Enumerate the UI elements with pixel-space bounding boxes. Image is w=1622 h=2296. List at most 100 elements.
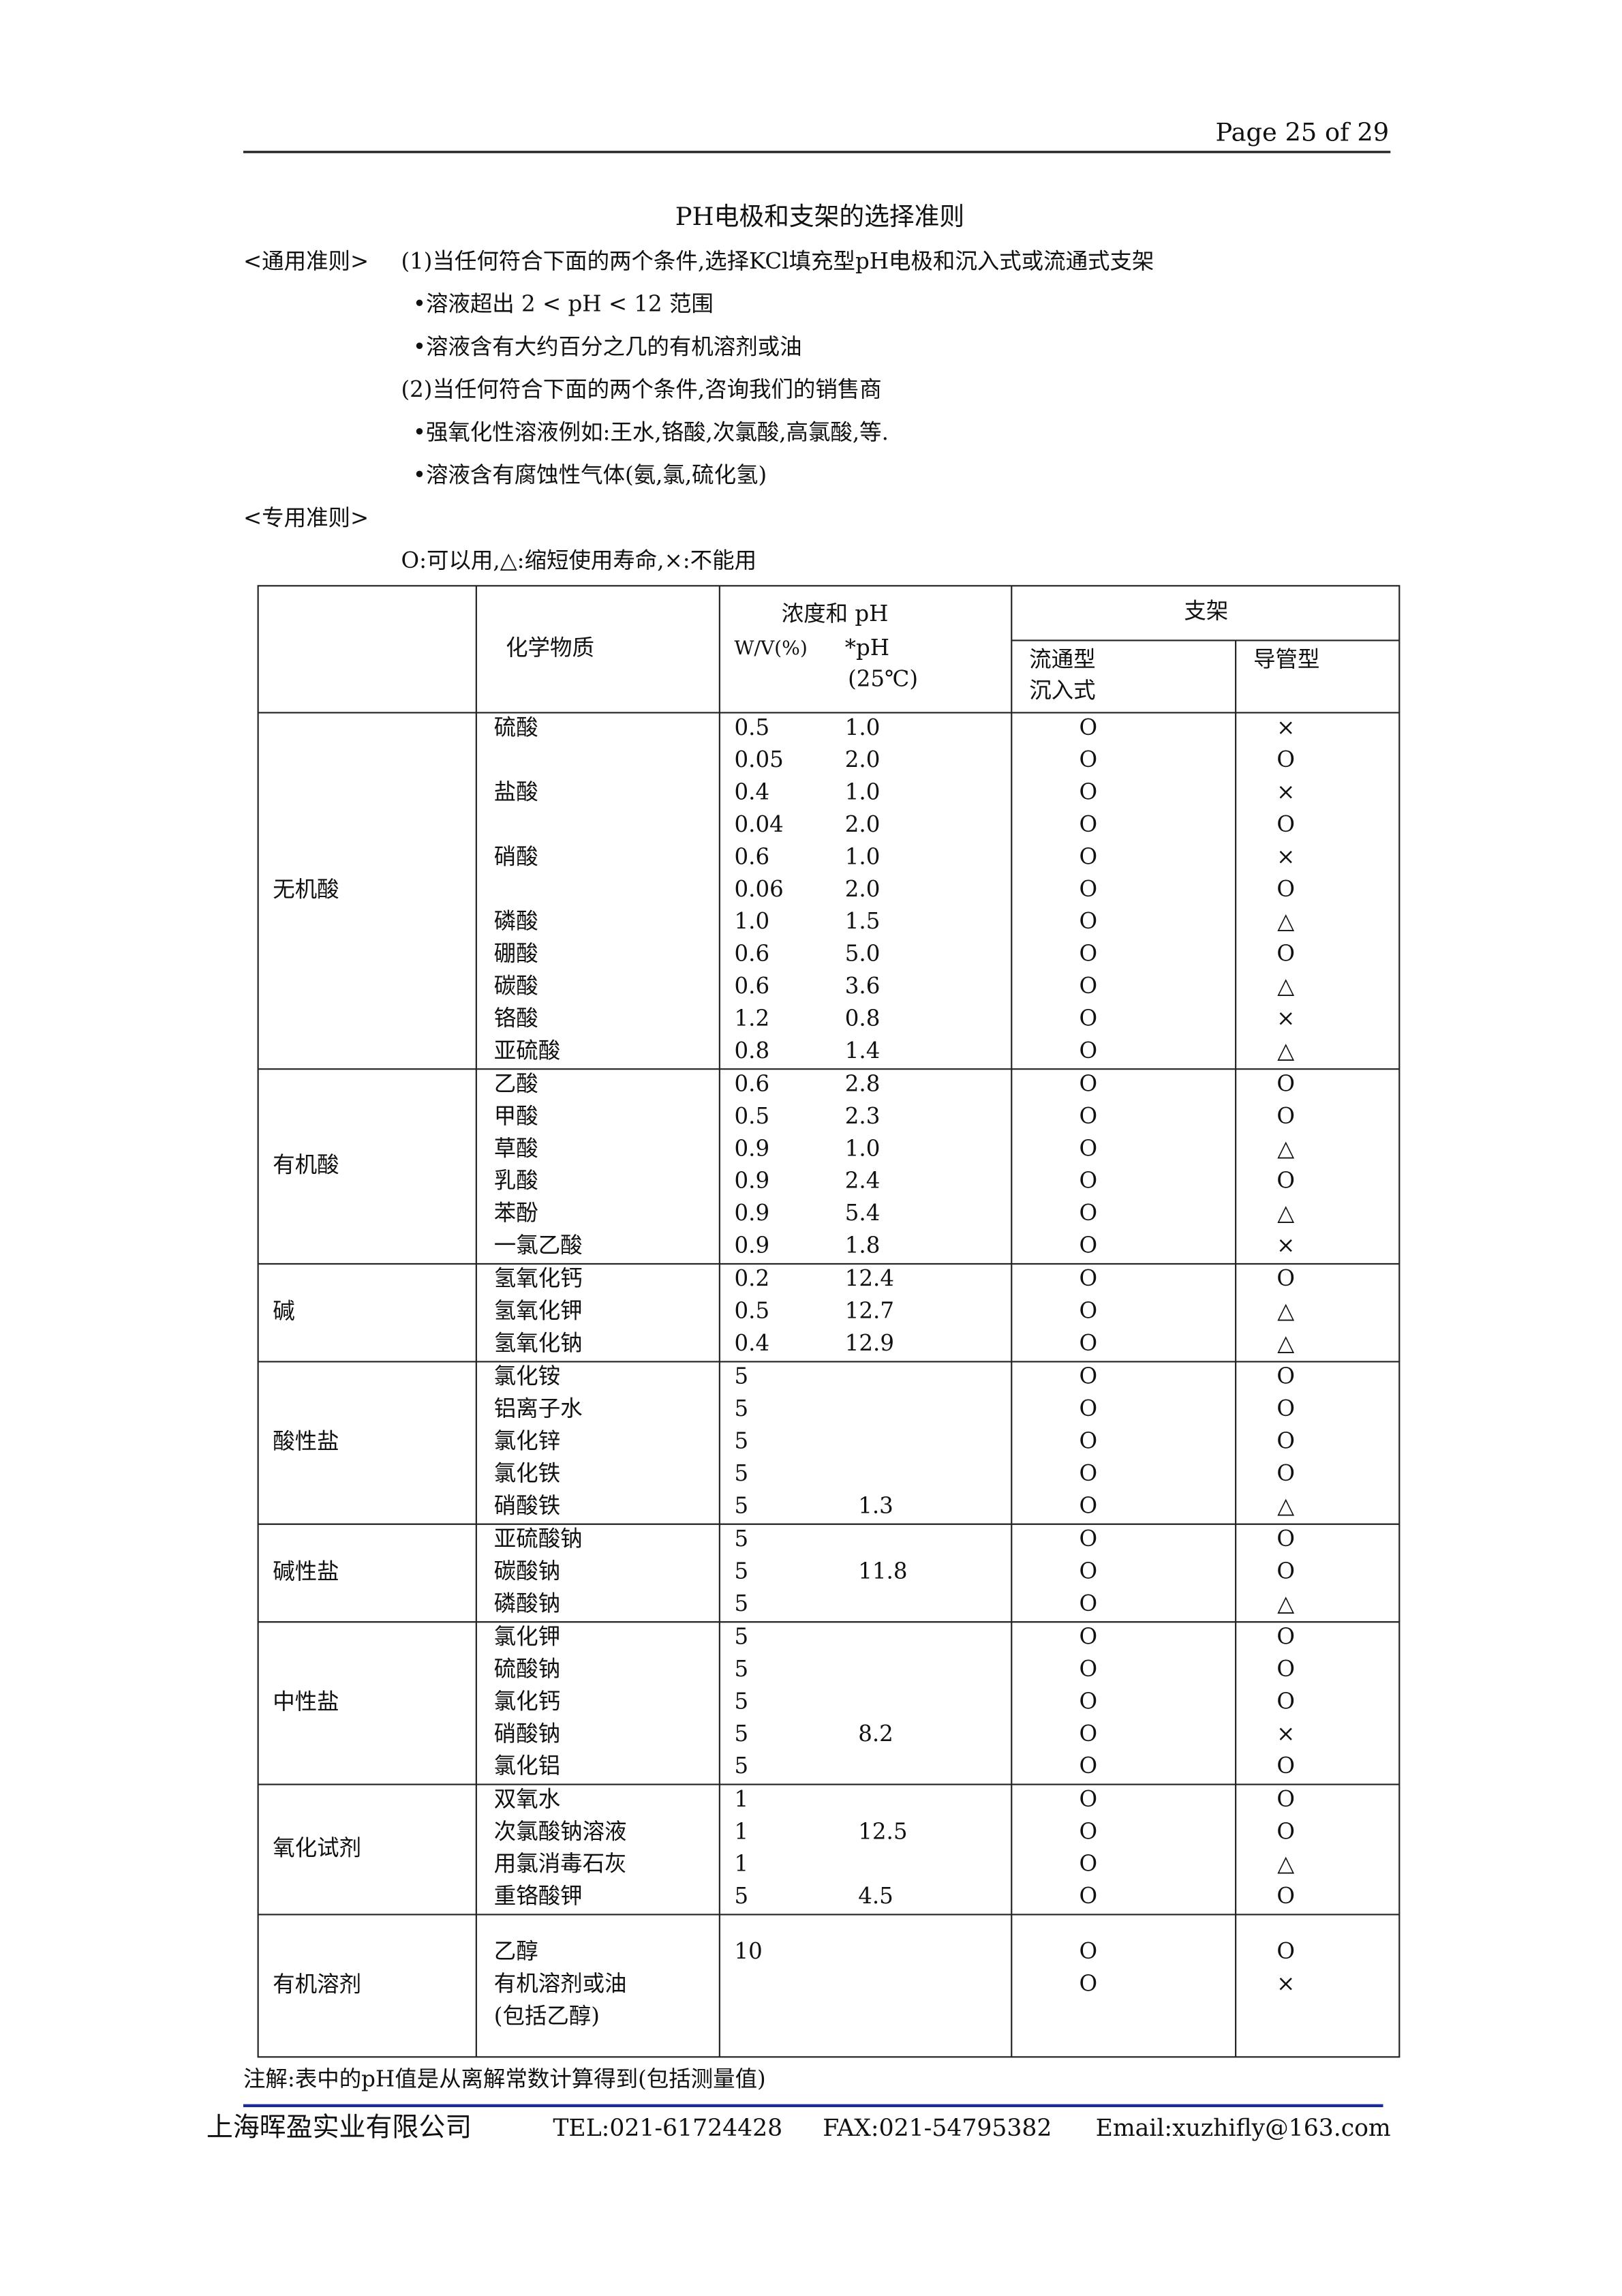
guideline-item: •强氧化性溶液例如:王水,铬酸,次氯酸,高氯酸,等. <box>413 419 889 445</box>
flow-rating: O <box>1079 1265 1097 1291</box>
flow-rating: O <box>1079 1330 1097 1356</box>
flow-rating: O <box>1079 1298 1097 1324</box>
ph-value: 1.8 <box>845 1233 881 1258</box>
pipe-rating: O <box>1276 811 1295 837</box>
group-name: 碱 <box>273 1298 294 1324</box>
pipe-rating: △ <box>1277 1330 1294 1356</box>
chemical: 氯化铝 <box>494 1753 560 1779</box>
ph-value: 1.5 <box>845 908 881 934</box>
ph-value: 1.0 <box>845 779 881 805</box>
header-cell: 化学物质 <box>506 635 594 661</box>
pipe-rating: × <box>1276 779 1295 805</box>
flow-rating: O <box>1079 1938 1097 1964</box>
chemical: 次氯酸钠溶液 <box>494 1818 627 1844</box>
pipe-rating: × <box>1276 1721 1295 1747</box>
concentration: 5 <box>734 1883 748 1909</box>
flow-rating: O <box>1079 1492 1097 1518</box>
pipe-rating: △ <box>1277 1590 1294 1616</box>
flow-rating: O <box>1079 779 1097 805</box>
flow-rating: O <box>1079 1526 1097 1552</box>
pipe-rating: × <box>1276 843 1295 869</box>
flow-rating: O <box>1079 1851 1097 1877</box>
flow-rating: O <box>1079 1786 1097 1812</box>
pipe-rating: O <box>1276 1460 1295 1486</box>
guideline-item: •溶液含有大约百分之几的有机溶剂或油 <box>413 333 802 359</box>
concentration: 1 <box>734 1818 748 1844</box>
footer-company: 上海晖盈实业有限公司 <box>206 2112 472 2143</box>
chemical: 铝离子水 <box>494 1395 583 1421</box>
pipe-rating: △ <box>1277 1298 1294 1324</box>
flow-rating: O <box>1079 1971 1097 1997</box>
concentration: 5 <box>734 1363 748 1389</box>
chemical: 硝酸 <box>494 843 538 869</box>
concentration: 0.6 <box>734 1071 769 1097</box>
chemical: 氯化钾 <box>494 1624 560 1650</box>
flow-rating: O <box>1079 746 1097 772</box>
pipe-rating: O <box>1276 1103 1295 1129</box>
concentration: 0.05 <box>734 746 783 772</box>
chemical: 苯酚 <box>494 1200 538 1226</box>
flow-rating: O <box>1079 1721 1097 1747</box>
ph-value: 11.8 <box>858 1558 907 1584</box>
ph-value: 12.9 <box>845 1330 894 1356</box>
ph-value: 1.0 <box>845 714 881 740</box>
pipe-rating: O <box>1276 876 1295 902</box>
footer-tel: TEL:021-61724428 <box>553 2115 782 2142</box>
pipe-rating: O <box>1276 1818 1295 1844</box>
ph-value: 1.0 <box>845 843 881 869</box>
flow-rating: O <box>1079 1103 1097 1129</box>
concentration: 5 <box>734 1688 748 1714</box>
chemical: 乙酸 <box>494 1071 538 1097</box>
header-cell: W/V(%) <box>734 637 807 659</box>
group-name: 中性盐 <box>273 1689 339 1715</box>
ph-value: 2.3 <box>845 1103 881 1129</box>
chemical: 亚硫酸钠 <box>494 1526 583 1552</box>
chemical: 有机溶剂或油 <box>494 1971 627 1997</box>
concentration: 1.0 <box>734 908 769 934</box>
concentration: 5 <box>734 1590 748 1616</box>
pipe-rating: O <box>1276 1395 1295 1421</box>
flow-rating: O <box>1079 1233 1097 1258</box>
chemical: 亚硫酸 <box>494 1038 560 1063</box>
ph-value: 1.3 <box>858 1492 893 1518</box>
concentration: 0.9 <box>734 1233 769 1258</box>
concentration: 1 <box>734 1851 748 1877</box>
chemical: 盐酸 <box>494 779 538 805</box>
pipe-rating: △ <box>1277 1851 1294 1877</box>
ph-value: 8.2 <box>858 1721 893 1747</box>
pipe-rating: △ <box>1277 1492 1294 1518</box>
flow-rating: O <box>1079 1753 1097 1779</box>
pipe-rating: × <box>1276 714 1295 740</box>
chemical: 硝酸铁 <box>494 1492 560 1518</box>
concentration: 5 <box>734 1558 748 1584</box>
ph-value: 5.0 <box>845 941 881 967</box>
chemical: 用氯消毒石灰 <box>494 1851 627 1877</box>
concentration: 0.04 <box>734 811 783 837</box>
flow-rating: O <box>1079 1883 1097 1909</box>
flow-rating: O <box>1079 1071 1097 1097</box>
concentration: 5 <box>734 1492 748 1518</box>
concentration: 0.2 <box>734 1265 769 1291</box>
chemical: 氢氧化钾 <box>494 1298 583 1324</box>
flow-rating: O <box>1079 1395 1097 1421</box>
note: 注解:表中的pH值是从离解常数计算得到(包括测量值) <box>243 2066 766 2091</box>
group-name: 碱性盐 <box>273 1558 339 1584</box>
pipe-rating: △ <box>1277 908 1294 934</box>
concentration: 5 <box>734 1656 748 1682</box>
flow-rating: O <box>1079 1005 1097 1031</box>
table-border <box>257 585 1401 2058</box>
chemical: 甲酸 <box>494 1103 538 1129</box>
pipe-rating: O <box>1276 1883 1295 1909</box>
chemical: 碳酸钠 <box>494 1558 560 1584</box>
pipe-rating: O <box>1276 1786 1295 1812</box>
ph-value: 2.8 <box>845 1071 881 1097</box>
chemical: 氯化铁 <box>494 1460 560 1486</box>
chemical: 磷酸 <box>494 908 538 934</box>
pipe-rating: O <box>1276 1624 1295 1650</box>
pipe-rating: × <box>1276 1971 1295 1997</box>
pipe-rating: O <box>1276 1558 1295 1584</box>
guideline-item: (2)当任何符合下面的两个条件,咨询我们的销售商 <box>401 376 882 402</box>
chemical: 铬酸 <box>494 1005 538 1031</box>
flow-rating: O <box>1079 1168 1097 1194</box>
pipe-rating: × <box>1276 1233 1295 1258</box>
